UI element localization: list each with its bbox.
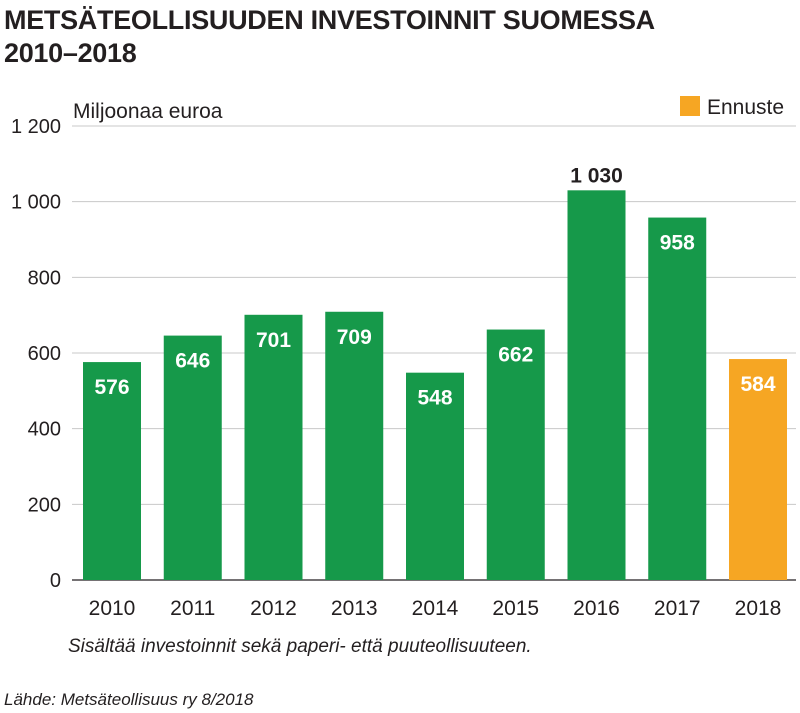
- data-label-2011: 646: [175, 350, 210, 373]
- y-axis-label: Miljoonaa euroa: [73, 100, 223, 123]
- chart-note: Sisältää investoinnit sekä paperi- että …: [68, 636, 532, 657]
- x-tick-label: 2018: [735, 597, 782, 620]
- y-tick-label: 0: [50, 570, 61, 592]
- data-label-2015: 662: [498, 344, 533, 367]
- x-tick-label: 2012: [250, 597, 297, 620]
- bar-2016: [567, 190, 626, 581]
- bar-2017: [648, 217, 707, 580]
- bar-2015: [486, 329, 545, 580]
- x-tick-label: 2015: [492, 597, 539, 620]
- x-tick-label: 2010: [89, 597, 136, 620]
- data-label-2016: 1 030: [570, 164, 623, 187]
- data-label-2013: 709: [337, 326, 372, 349]
- data-label-2014: 548: [417, 387, 452, 410]
- x-tick-labels: 2010 2011 2012 2013 2014 2015 2016 2017 2018: [89, 597, 782, 620]
- data-label-2018: 584: [740, 373, 775, 396]
- chart-title-line1: METSÄTEOLLISUUDEN INVESTOINNIT SUOMESSA: [4, 5, 655, 35]
- x-tick-label: 2013: [331, 597, 378, 620]
- chart-title-line2: 2010–2018: [4, 38, 137, 68]
- y-tick-label: 1 000: [11, 192, 61, 214]
- y-tick-label: 400: [28, 419, 61, 441]
- bar-2014: [406, 372, 464, 580]
- bar-2018: [729, 359, 787, 580]
- bar-2011: [163, 335, 222, 580]
- data-label-2017: 958: [660, 232, 695, 255]
- x-tick-label: 2016: [573, 597, 620, 620]
- legend-swatch-forecast: [680, 96, 700, 116]
- legend-label-forecast: Ennuste: [707, 96, 784, 119]
- x-tick-label: 2017: [654, 597, 701, 620]
- bars: 576 646 701 709 548 662 1 030 958 584: [83, 164, 787, 581]
- bar-2012: [244, 314, 303, 580]
- y-tick-label: 1 200: [11, 116, 61, 138]
- y-tick-label: 800: [28, 267, 61, 289]
- chart-source: Lähde: Metsäteollisuus ry 8/2018: [4, 690, 254, 709]
- legend: Ennuste: [680, 96, 784, 119]
- y-tick-labels: 0 200 400 600 800 1 000 1 200: [11, 116, 61, 592]
- x-tick-label: 2014: [412, 597, 459, 620]
- chart-title: METSÄTEOLLISUUDEN INVESTOINNIT SUOMESSA …: [4, 4, 655, 70]
- x-tick-label: 2011: [170, 597, 215, 620]
- bar-2013: [325, 311, 384, 580]
- data-label-2010: 576: [94, 376, 129, 399]
- y-tick-label: 600: [28, 343, 61, 365]
- bar-2010: [83, 362, 141, 580]
- y-tick-label: 200: [28, 494, 61, 516]
- data-label-2012: 701: [256, 329, 291, 352]
